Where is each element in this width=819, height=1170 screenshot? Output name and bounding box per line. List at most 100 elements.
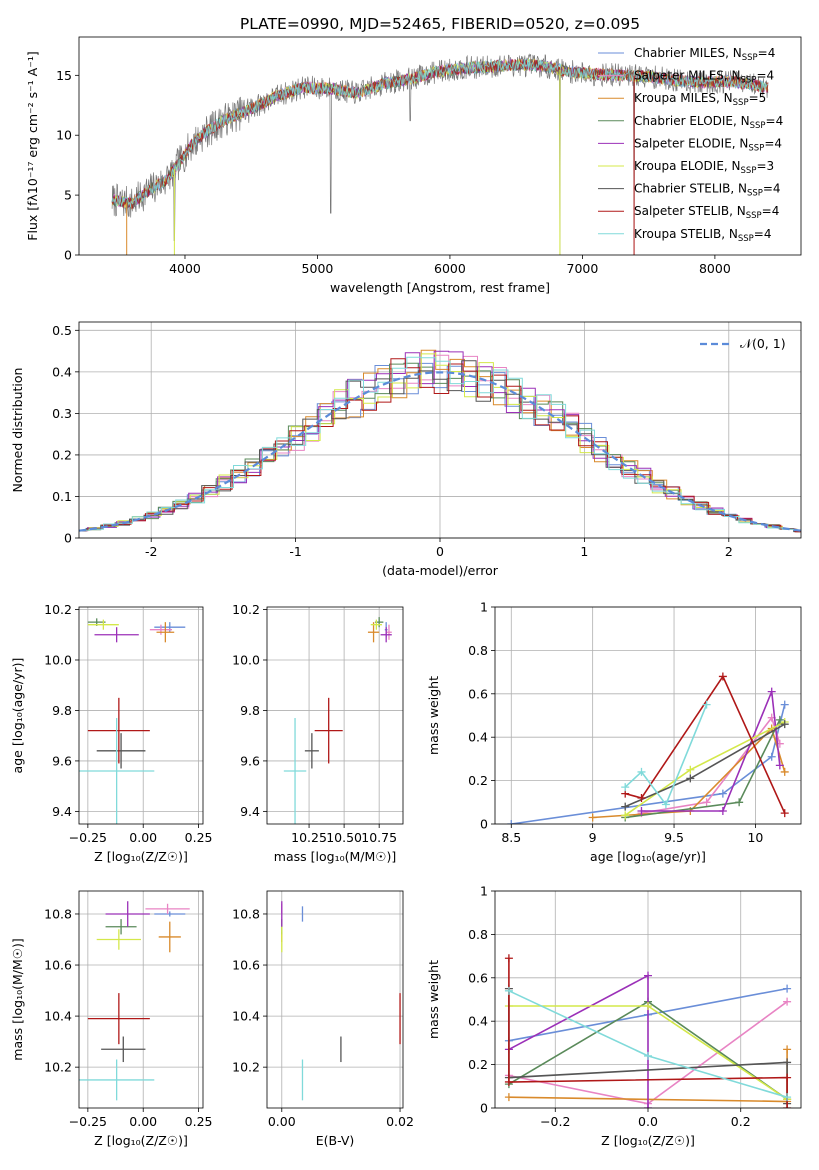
weight-marker bbox=[621, 783, 630, 792]
errorbar-point bbox=[283, 718, 307, 824]
weight-marker bbox=[775, 715, 784, 724]
x-tick-label: 10.75 bbox=[361, 830, 397, 845]
x-tick-label: 4000 bbox=[169, 261, 201, 276]
y-tick-label: 0 bbox=[64, 531, 72, 546]
errorbar-point bbox=[314, 697, 343, 764]
plot-area bbox=[283, 617, 392, 824]
plot-area bbox=[507, 672, 789, 824]
y-tick-label: 0 bbox=[64, 248, 72, 263]
weight-vs-metallicity-panel: −0.2 0.0 0.2 0 0.2 0.4 0.6 0.8 1 Z [log₁₀(Z/Z☉)] m… bbox=[426, 884, 802, 1148]
errorbar-point bbox=[94, 627, 139, 643]
spectrum-legend: Chabrier MILES, NSSP=4 Salpeter MILES, NS… bbox=[598, 46, 783, 244]
plot-area bbox=[79, 618, 186, 824]
y-tick-label: 10.0 bbox=[232, 652, 260, 667]
errorbar-point bbox=[87, 619, 119, 630]
weight-marker bbox=[504, 954, 513, 963]
age-vs-metallicity-panel: −0.25 0.00 0.25 9.4 9.6 9.8 10.0 10.2 Z [log₁₀(Z… bbox=[10, 602, 212, 864]
y-tick-label: 0.4 bbox=[468, 730, 488, 745]
x-tick-label: 0 bbox=[436, 544, 444, 559]
grid bbox=[79, 891, 203, 1108]
errorbar-point bbox=[79, 718, 155, 824]
y-tick-label: 10.4 bbox=[44, 1009, 72, 1024]
weight-marker bbox=[644, 1051, 652, 1060]
y-tick-label: 0.6 bbox=[468, 686, 488, 701]
mass-vs-metallicity-panel: −0.25 0.00 0.25 10.2 10.4 10.6 10.8 Z [log₁₀(Z/… bbox=[10, 890, 213, 1148]
x-tick-label: 10 bbox=[747, 830, 763, 845]
y-tick-label: 10.2 bbox=[44, 602, 72, 617]
axes-frame bbox=[494, 606, 802, 825]
weight-line bbox=[641, 691, 781, 812]
y-tick-label: 9.6 bbox=[52, 753, 72, 768]
legend-entry: Chabrier STELIB, NSSP=4 bbox=[634, 182, 781, 199]
x-tick-label: 0.02 bbox=[386, 1114, 414, 1129]
x-axis-label: Z [log₁₀(Z/Z☉)] bbox=[94, 1133, 188, 1148]
x-tick-label: −0.25 bbox=[69, 1114, 107, 1129]
legend-entry: Salpeter ELODIE, NSSP=4 bbox=[634, 136, 782, 153]
x-tick-label: −0.25 bbox=[69, 830, 107, 845]
weight-marker bbox=[783, 984, 792, 993]
weight-marker bbox=[775, 761, 784, 770]
y-tick-label: 10.4 bbox=[232, 1009, 260, 1024]
y-tick-label: 0.8 bbox=[468, 643, 488, 658]
weight-marker bbox=[621, 802, 630, 811]
x-tick-label: 0.25 bbox=[185, 1114, 213, 1129]
y-tick-label: 10 bbox=[56, 128, 72, 143]
x-tick-label: 0.00 bbox=[129, 1114, 157, 1129]
x-axis-label: wavelength [Angstrom, rest frame] bbox=[330, 280, 550, 295]
plot-area bbox=[79, 901, 190, 1101]
y-tick-label: 0.4 bbox=[468, 1014, 488, 1029]
model-spectrum-8 bbox=[111, 58, 769, 210]
axes-frame bbox=[78, 606, 204, 825]
weight-marker bbox=[661, 800, 670, 809]
x-axis-label: Z [log₁₀(Z/Z☉)] bbox=[94, 849, 188, 864]
weight-marker bbox=[783, 1058, 792, 1067]
errorbar-point bbox=[87, 993, 150, 1045]
errorbar-point bbox=[158, 921, 181, 953]
legend-entry: Salpeter MILES, NSSP=4 bbox=[634, 69, 774, 86]
residuals-panel: -2 -1 0 1 2 0 0.1 0.2 0.3 0.4 0.5 (data-model)/erro… bbox=[10, 321, 802, 578]
y-tick-label: 0.5 bbox=[52, 323, 72, 338]
plot-area bbox=[281, 901, 401, 1101]
weight-vs-age-panel: 8.5 9 9.5 10 0 0.2 0.4 0.6 0.8 1 age [log₁₀(age/yr… bbox=[426, 600, 802, 864]
x-tick-label: 0.0 bbox=[638, 1114, 658, 1129]
y-tick-label: 0.8 bbox=[468, 927, 488, 942]
grid bbox=[79, 607, 203, 824]
x-axis-label: (data-model)/error bbox=[382, 563, 499, 578]
y-axis-label: mass [log₁₀(M/M☉)] bbox=[10, 938, 25, 1060]
axes: 10.25 10.50 10.75 9.4 9.6 9.8 10.0 10.2 mass [lo… bbox=[232, 602, 404, 864]
errorbar-point bbox=[156, 622, 175, 643]
weight-marker bbox=[588, 813, 597, 822]
x-tick-label: 6000 bbox=[434, 261, 466, 276]
x-tick-label: 10.25 bbox=[291, 830, 327, 845]
y-tick-label: 15 bbox=[56, 68, 72, 83]
weight-marker bbox=[783, 1104, 792, 1108]
errorbar-point bbox=[87, 697, 150, 764]
axes-frame bbox=[266, 606, 404, 825]
weight-line bbox=[508, 974, 649, 1108]
legend-entry: Kroupa STELIB, NSSP=4 bbox=[634, 227, 772, 244]
y-tick-label: 10.6 bbox=[232, 958, 260, 973]
weight-line bbox=[624, 674, 786, 814]
x-tick-label: 2 bbox=[725, 544, 733, 559]
x-tick-label: 5000 bbox=[302, 261, 334, 276]
y-tick-label: 10.6 bbox=[44, 958, 72, 973]
y-tick-label: 9.8 bbox=[240, 703, 260, 718]
grid bbox=[267, 607, 403, 824]
y-tick-label: 10.8 bbox=[232, 906, 260, 921]
y-tick-label: 10.2 bbox=[44, 1060, 72, 1075]
weight-marker bbox=[644, 1002, 652, 1011]
errorbar-point bbox=[386, 624, 392, 640]
plot-area bbox=[111, 53, 769, 255]
legend-entry: Chabrier ELODIE, NSSP=4 bbox=[634, 114, 783, 131]
axes-frame bbox=[494, 890, 802, 1109]
weight-marker bbox=[718, 806, 727, 815]
weight-marker bbox=[504, 986, 513, 995]
x-tick-label: 8000 bbox=[699, 261, 731, 276]
x-tick-label: 0.00 bbox=[268, 1114, 296, 1129]
grid bbox=[267, 891, 403, 1108]
x-tick-label: 0.25 bbox=[185, 830, 213, 845]
weight-marker bbox=[621, 811, 630, 820]
axes: −0.25 0.00 0.25 10.2 10.4 10.6 10.8 Z [log₁₀(Z/… bbox=[10, 890, 213, 1148]
x-tick-label: −0.2 bbox=[540, 1114, 570, 1129]
